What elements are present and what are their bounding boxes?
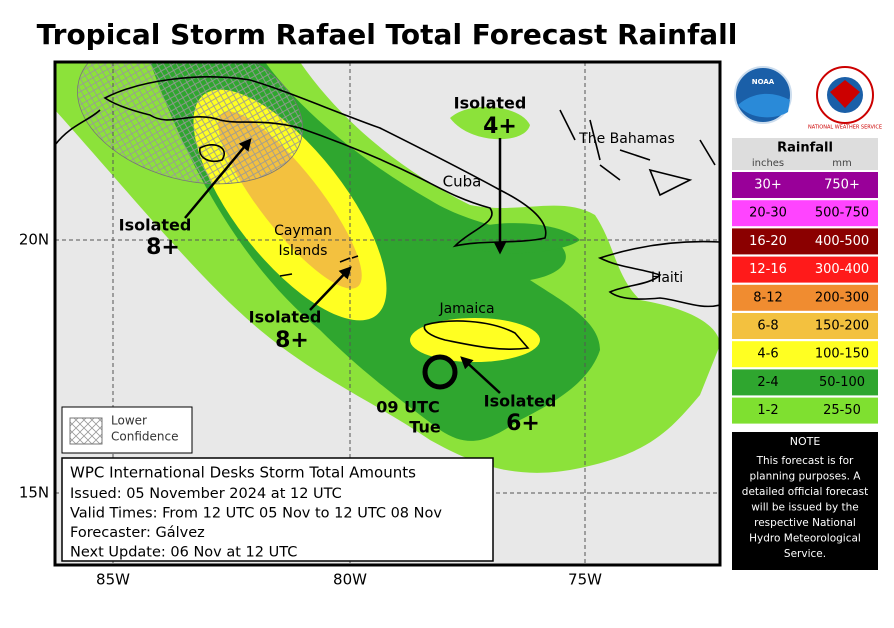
lon-label: 80W: [333, 571, 367, 589]
legend-inches: 1-2: [757, 403, 778, 418]
note-line: This forecast is for: [756, 455, 854, 467]
legend-inches: 20-30: [749, 206, 787, 221]
legend-inches: 4-6: [757, 347, 778, 362]
map: Isolated 4+ Isolated 8+ Isolated 8+ Isol…: [55, 62, 720, 565]
annotation-amount: 8+: [275, 328, 309, 353]
logo-text: NOAA: [752, 78, 775, 86]
note-title: NOTE: [790, 435, 821, 448]
coast-yucatan: [55, 109, 101, 146]
legend-mm: 200-300: [815, 290, 869, 305]
legend-mm: 300-400: [815, 262, 869, 277]
lat-label: 20N: [19, 231, 49, 249]
annotation-amount: 4+: [483, 114, 517, 139]
lon-label: 85W: [96, 571, 130, 589]
legend-inches: 30+: [754, 178, 781, 193]
storm-time: 09 UTC: [376, 398, 439, 417]
storm-day: Tue: [409, 418, 441, 437]
info-title: WPC International Desks Storm Total Amou…: [70, 464, 416, 482]
note-line: detailed official forecast: [742, 486, 868, 498]
storm-position: [422, 354, 458, 390]
place-label: The Bahamas: [578, 131, 675, 147]
coast-bahamas: [559, 109, 716, 197]
legend-title: Rainfall: [777, 141, 833, 156]
legend-mm: 750+: [824, 178, 860, 193]
legend-swatch: [732, 228, 878, 255]
legend-mm: 50-100: [819, 375, 865, 390]
hatch-legend-text: Confidence: [111, 430, 178, 444]
annotation-label: Isolated: [454, 94, 527, 113]
legend-mm: 500-750: [815, 206, 869, 221]
arrow: [309, 266, 352, 311]
title: Tropical Storm Rafael Total Forecast Rai…: [37, 18, 738, 51]
place-label: Cayman: [274, 223, 332, 239]
rain-2-4: [450, 223, 580, 254]
legend-inches: 2-4: [757, 375, 778, 390]
info-box: [61, 457, 494, 562]
note-line: will be issued by the: [751, 502, 859, 514]
legend-inches: 8-12: [753, 290, 783, 305]
coast-cuba: [103, 76, 547, 248]
note-box: [732, 432, 878, 570]
rain-1-2: [450, 106, 530, 140]
arrow: [184, 138, 252, 219]
note-line: Service.: [784, 548, 826, 560]
annotation-amount: 8+: [146, 235, 180, 260]
place-label: Jamaica: [438, 301, 494, 317]
note-line: planning purposes. A: [750, 471, 862, 483]
legend-swatch: [732, 256, 878, 283]
note-line: respective National: [754, 517, 856, 529]
info-lines: Issued: 05 November 2024 at 12 UTC Valid …: [70, 486, 442, 561]
annotation-label: Isolated: [249, 308, 322, 327]
hatch-swatch: [69, 417, 103, 445]
note-line: Hydro Meteorological: [749, 533, 861, 545]
lon-label: 75W: [568, 571, 602, 589]
coast-isla-juventud: [199, 144, 225, 163]
noaa-logo: NOAA: [734, 66, 792, 124]
legend-rows: 30+ 750+ 20-30 500-750 16-20 400-500 12-16 300-…: [732, 172, 878, 424]
legend-inches: 16-20: [749, 234, 787, 249]
note-lines: This forecast is for planning purposes. A…: [742, 455, 868, 560]
legend-mm: 25-50: [823, 403, 861, 418]
legend-swatch: [732, 284, 878, 311]
legend-swatch: [732, 200, 878, 227]
legend-mm: 100-150: [815, 347, 869, 362]
place-label: Haiti: [651, 270, 683, 286]
annotation-label: Isolated: [484, 392, 557, 411]
place-label: Islands: [279, 243, 328, 259]
info-line: Next Update: 06 Nov at 12 UTC: [70, 545, 297, 561]
legend-mm: 150-200: [815, 319, 869, 334]
coast-cayman: [279, 255, 359, 277]
legend-swatch: [732, 172, 878, 198]
legend-swatch: [732, 369, 878, 396]
legend-swatch: [732, 341, 878, 368]
legend-swatch: [732, 397, 878, 424]
logo-text: NATIONAL WEATHER SERVICE: [808, 125, 882, 131]
info-line: Issued: 05 November 2024 at 12 UTC: [70, 486, 342, 502]
info-line: Valid Times: From 12 UTC 05 Nov to 12 UT…: [70, 506, 442, 522]
legend-unit: inches: [752, 158, 784, 169]
coast-haiti: [597, 240, 720, 308]
legend-swatch: [732, 313, 878, 339]
hatch-legend-text: Lower: [111, 414, 147, 428]
legend-mm: 400-500: [815, 234, 869, 249]
nws-logo: NATIONAL WEATHER SERVICE: [808, 66, 882, 131]
legend-unit: mm: [832, 158, 851, 169]
info-line: Forecaster: Gálvez: [70, 525, 205, 541]
arrow: [460, 356, 501, 394]
place-label: Cuba: [443, 173, 482, 191]
legend-inches: 12-16: [749, 262, 787, 277]
coast-jamaica: [423, 320, 530, 350]
annotation-label: Isolated: [119, 216, 192, 235]
annotation-amount: 6+: [506, 411, 540, 436]
legend-header: [732, 138, 878, 170]
lat-label: 15N: [19, 484, 49, 502]
legend-inches: 6-8: [757, 319, 778, 334]
map-frame: [53, 60, 722, 567]
